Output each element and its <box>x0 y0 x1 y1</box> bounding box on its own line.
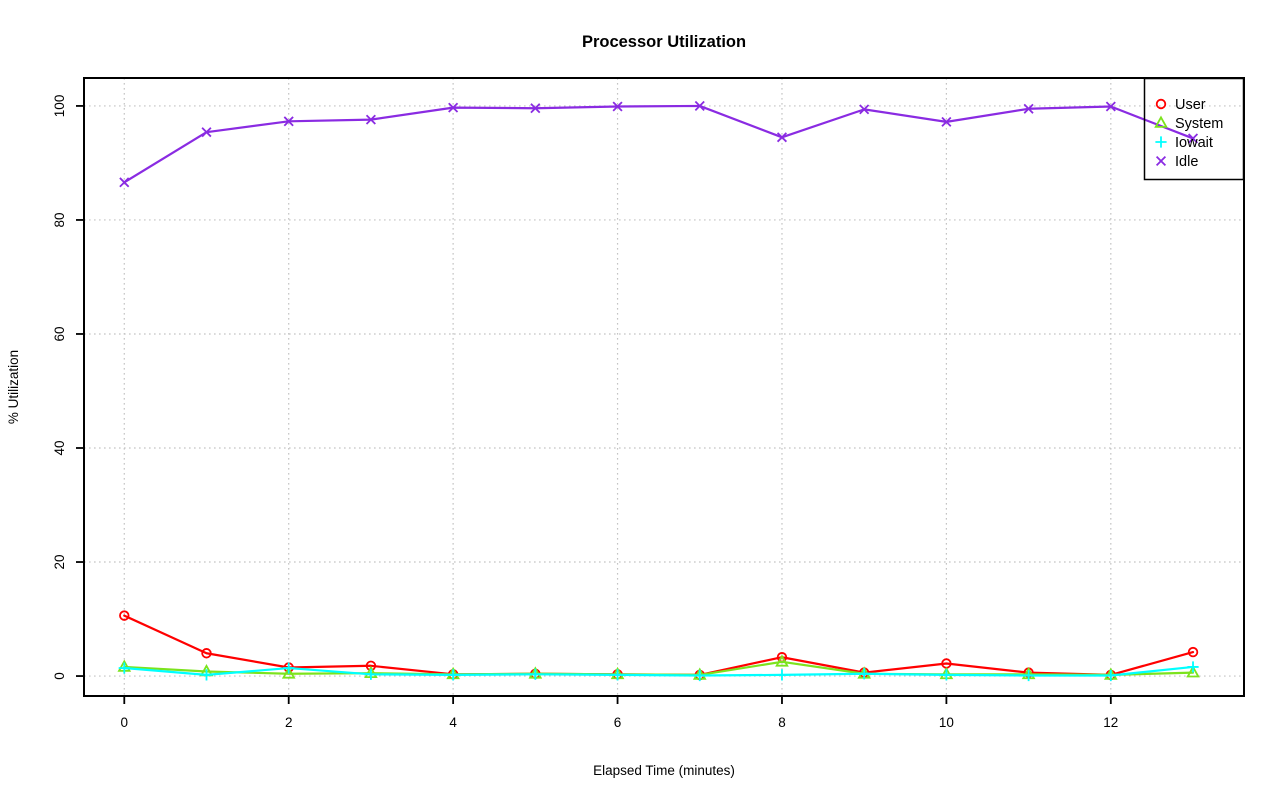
legend-item-label: System <box>1175 116 1223 132</box>
x-marker <box>448 102 459 113</box>
legend-border <box>1143 77 1245 181</box>
legend: User System Iowait Idle <box>1143 77 1245 181</box>
x-tick-label: 12 <box>1103 715 1118 730</box>
x-marker <box>530 103 541 114</box>
legend-item-idle: Idle <box>1155 154 1198 170</box>
circle-marker <box>1155 98 1167 110</box>
series-iowait <box>118 661 1199 682</box>
y-tick-label: 60 <box>52 326 67 341</box>
x-marker <box>694 100 705 111</box>
gridlines <box>84 78 1244 696</box>
circle-marker <box>119 610 130 621</box>
triangle-marker <box>775 654 789 667</box>
x-tick-label: 10 <box>939 715 954 730</box>
x-marker <box>365 114 376 125</box>
x-tick-label: 8 <box>778 715 786 730</box>
y-tick-label: 0 <box>52 672 67 680</box>
y-tick-label: 80 <box>52 212 67 227</box>
x-marker <box>283 116 294 127</box>
data-series <box>117 100 1200 682</box>
plus-marker <box>447 669 459 681</box>
x-marker <box>1187 133 1199 144</box>
series-iowait-line <box>123 665 1195 677</box>
x-marker <box>1155 155 1167 167</box>
plus-marker <box>200 669 213 681</box>
legend-item-iowait: Iowait <box>1155 135 1213 151</box>
plus-marker <box>776 669 788 681</box>
x-tick-label: 2 <box>285 715 293 730</box>
x-axis-label: Elapsed Time (minutes) <box>593 763 735 778</box>
y-tick-label: 20 <box>52 555 67 570</box>
legend-item-label: Iowait <box>1175 135 1213 151</box>
chart-title: Processor Utilization <box>582 33 746 51</box>
legend-item-system: System <box>1154 115 1223 132</box>
series-idle <box>119 100 1199 188</box>
x-tick-label: 0 <box>121 715 129 730</box>
x-marker <box>1023 103 1034 114</box>
plus-marker <box>1105 669 1117 682</box>
plot-border <box>83 77 1245 697</box>
circle-marker <box>1187 646 1199 658</box>
x-marker <box>119 177 130 188</box>
x-tick-label: 4 <box>449 715 457 730</box>
plus-marker <box>940 669 952 681</box>
plus-marker <box>283 662 295 674</box>
x-tick-label: 6 <box>614 715 622 730</box>
triangle-marker <box>281 666 296 679</box>
x-marker <box>941 116 952 127</box>
plus-marker <box>118 662 130 674</box>
y-tick-label: 100 <box>52 95 67 118</box>
triangle-marker <box>1186 665 1200 678</box>
legend-item-label: User <box>1175 97 1206 113</box>
circle-marker <box>201 648 212 659</box>
x-marker <box>612 101 623 112</box>
y-tick-label: 40 <box>52 440 67 455</box>
x-marker <box>201 127 212 138</box>
legend-item-user: User <box>1155 97 1206 113</box>
x-marker <box>1105 101 1116 112</box>
axes: 0 2 4 6 8 10 12 0 20 40 60 80 100 <box>52 77 1245 730</box>
plus-marker <box>1023 669 1035 682</box>
x-marker <box>776 132 788 143</box>
x-marker <box>859 104 870 115</box>
plus-marker <box>529 668 541 680</box>
plus-marker <box>858 668 870 680</box>
y-axis-label: % Utilization <box>6 350 21 424</box>
plus-marker <box>694 669 706 682</box>
plus-marker <box>611 669 624 681</box>
series-idle-line <box>123 104 1195 184</box>
plus-marker <box>1155 136 1167 148</box>
legend-item-label: Idle <box>1175 154 1198 170</box>
plus-marker <box>1187 661 1199 673</box>
plus-marker <box>365 668 377 680</box>
triangle-marker <box>1154 115 1168 128</box>
